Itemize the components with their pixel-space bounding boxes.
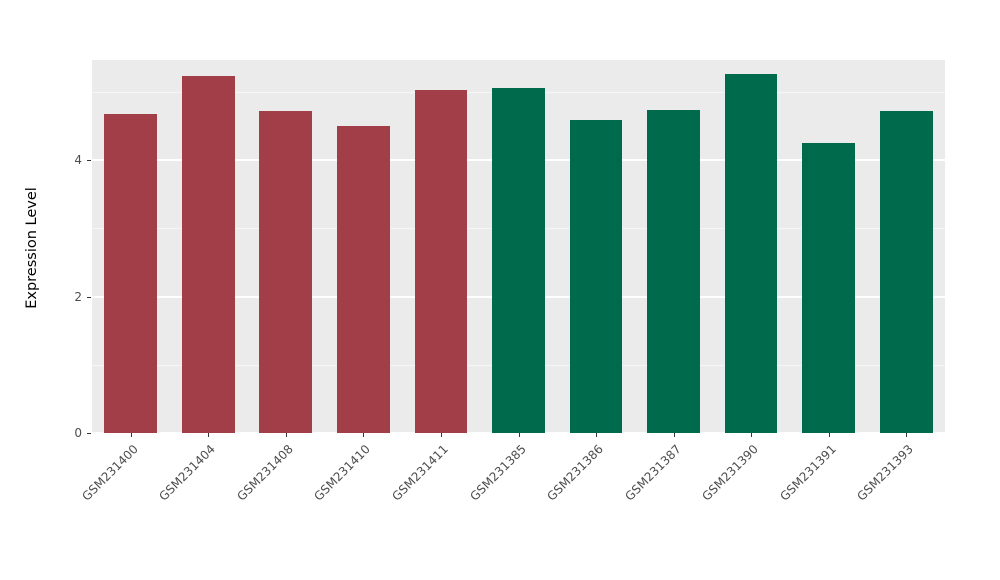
y-tick-mark — [87, 160, 91, 162]
x-tick-mark — [906, 433, 908, 437]
bar-GSM231385 — [492, 87, 545, 433]
bar-GSM231408 — [259, 111, 313, 433]
y-axis-title: Expression Level — [24, 187, 40, 309]
bar-GSM231387 — [647, 110, 700, 433]
x-tick-mark — [363, 433, 365, 437]
y-tick-mark — [87, 433, 91, 434]
y-tick-label: 2 — [74, 289, 82, 304]
bar-GSM231386 — [569, 120, 623, 433]
y-tick-label: 0 — [74, 426, 82, 440]
x-tick-mark — [596, 433, 598, 437]
x-tick-mark — [208, 433, 210, 437]
y-tick-label: 4 — [74, 153, 82, 168]
bar-GSM231411 — [414, 90, 468, 433]
bar-GSM231393 — [879, 111, 933, 433]
x-tick-mark — [440, 433, 442, 437]
x-tick-mark — [828, 433, 830, 437]
bar-GSM231391 — [802, 143, 856, 433]
x-tick-mark — [130, 433, 132, 437]
bar-GSM231390 — [724, 74, 778, 433]
bar-GSM231400 — [104, 113, 158, 433]
bar-GSM231410 — [337, 126, 390, 433]
x-tick-mark — [285, 433, 287, 437]
x-tick-mark — [751, 433, 753, 437]
x-tick-mark — [673, 433, 675, 437]
y-tick-mark — [87, 296, 91, 298]
x-tick-mark — [518, 433, 520, 437]
bar-GSM231404 — [181, 76, 235, 433]
